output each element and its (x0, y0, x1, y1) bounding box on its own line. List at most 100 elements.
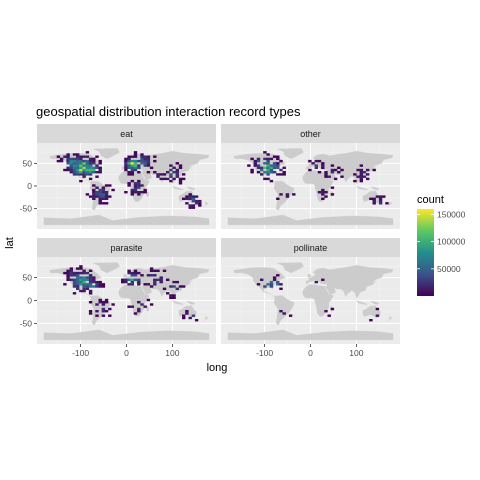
hex-cell (169, 175, 173, 178)
hex-cell (127, 157, 131, 161)
hex-cell (92, 157, 96, 161)
panel-plot-area (37, 257, 216, 344)
hex-cell (272, 155, 277, 158)
hex-cell (178, 177, 183, 181)
hex-cell (85, 166, 90, 169)
hex-cell (182, 316, 186, 320)
hex-cell (130, 155, 134, 158)
hex-cell (324, 175, 328, 178)
hex-cell (375, 195, 380, 198)
y-tick-label: 50 (23, 273, 33, 283)
hex-cell (66, 278, 70, 281)
strip-label-eat: eat (120, 129, 133, 139)
hex-cell (66, 168, 70, 172)
hex-cell (272, 166, 277, 169)
hex-cell (66, 155, 70, 158)
hex-cell (127, 166, 131, 169)
hex-cell (124, 166, 128, 169)
hex-cell (92, 276, 96, 279)
hex-cells (256, 274, 380, 322)
hex-cell (269, 280, 274, 284)
hex-cell (143, 157, 147, 161)
hex-cell (143, 159, 147, 163)
hex-cell (359, 173, 363, 176)
hex-cell (76, 276, 80, 279)
hex-cell (124, 278, 128, 281)
hex-cell (282, 166, 286, 169)
hex-cell (92, 166, 96, 169)
hex-cell (162, 287, 167, 290)
hex-cell (95, 283, 99, 286)
hex-cell (153, 155, 157, 158)
hex-cell (146, 157, 151, 161)
y-tick-label: -50 (20, 318, 33, 328)
hex-cell (153, 269, 157, 272)
hex-cell (98, 159, 102, 163)
hex-cell (172, 296, 176, 299)
hex-cell (130, 271, 134, 275)
hex-cell (137, 283, 141, 286)
hex-cell (133, 278, 138, 281)
hex-cell (101, 202, 106, 205)
hex-cell (104, 202, 109, 205)
hex-cell (79, 267, 83, 270)
hex-cell (327, 314, 331, 317)
hex-cell (276, 280, 280, 284)
hex-cell (256, 164, 261, 167)
hex-cell (82, 159, 86, 163)
hex-cell (72, 166, 77, 169)
hex-cell (314, 159, 318, 163)
land-polygon (353, 298, 368, 305)
x-tick-label: -100 (256, 348, 273, 358)
hex-cell (69, 171, 73, 174)
hex-cell (182, 173, 186, 176)
hex-cell (191, 195, 196, 198)
hex-cell (333, 168, 338, 172)
hex-cell (266, 157, 270, 161)
hex-cell (104, 298, 109, 302)
hex-cell (76, 166, 80, 169)
hex-cell (276, 166, 280, 169)
hex-cell (146, 155, 151, 158)
hex-cell (104, 310, 109, 313)
hex-cell (101, 193, 106, 196)
hex-cell (356, 168, 360, 172)
land-polygon (370, 186, 380, 191)
hex-cell (159, 278, 163, 281)
hex-cell (292, 193, 296, 196)
hex-cell (362, 171, 367, 174)
hex-cell (66, 159, 70, 163)
hex-cell (59, 157, 64, 161)
hex-cell (321, 162, 325, 165)
hex-cell (279, 168, 283, 172)
hex-cell (324, 191, 328, 194)
hex-cell (104, 184, 109, 187)
hex-cell (127, 278, 131, 281)
hex-cell (321, 191, 325, 194)
hex-cell (269, 164, 274, 167)
hex-cell (79, 283, 83, 286)
hex-cell (82, 173, 86, 176)
land-polygon (92, 262, 120, 274)
hex-cell (247, 164, 251, 167)
hex-cell (146, 171, 151, 174)
hex-cell (88, 276, 93, 279)
hex-cell (182, 197, 186, 200)
hex-cell (127, 283, 131, 286)
hex-cell (266, 173, 270, 176)
hex-cell (127, 173, 131, 176)
hex-cell (256, 171, 261, 174)
hex-cell (146, 274, 151, 277)
hex-cell (79, 166, 83, 169)
hex-cell (72, 271, 77, 275)
hex-cell (133, 168, 138, 172)
hex-cell (69, 157, 73, 161)
hex-cell (108, 307, 112, 311)
y-tick-label: -50 (20, 204, 33, 214)
hex-cell (79, 179, 83, 183)
hex-cell (88, 171, 93, 174)
hex-cell (369, 197, 373, 200)
hex-cell (95, 193, 99, 196)
hex-cell (266, 177, 270, 181)
